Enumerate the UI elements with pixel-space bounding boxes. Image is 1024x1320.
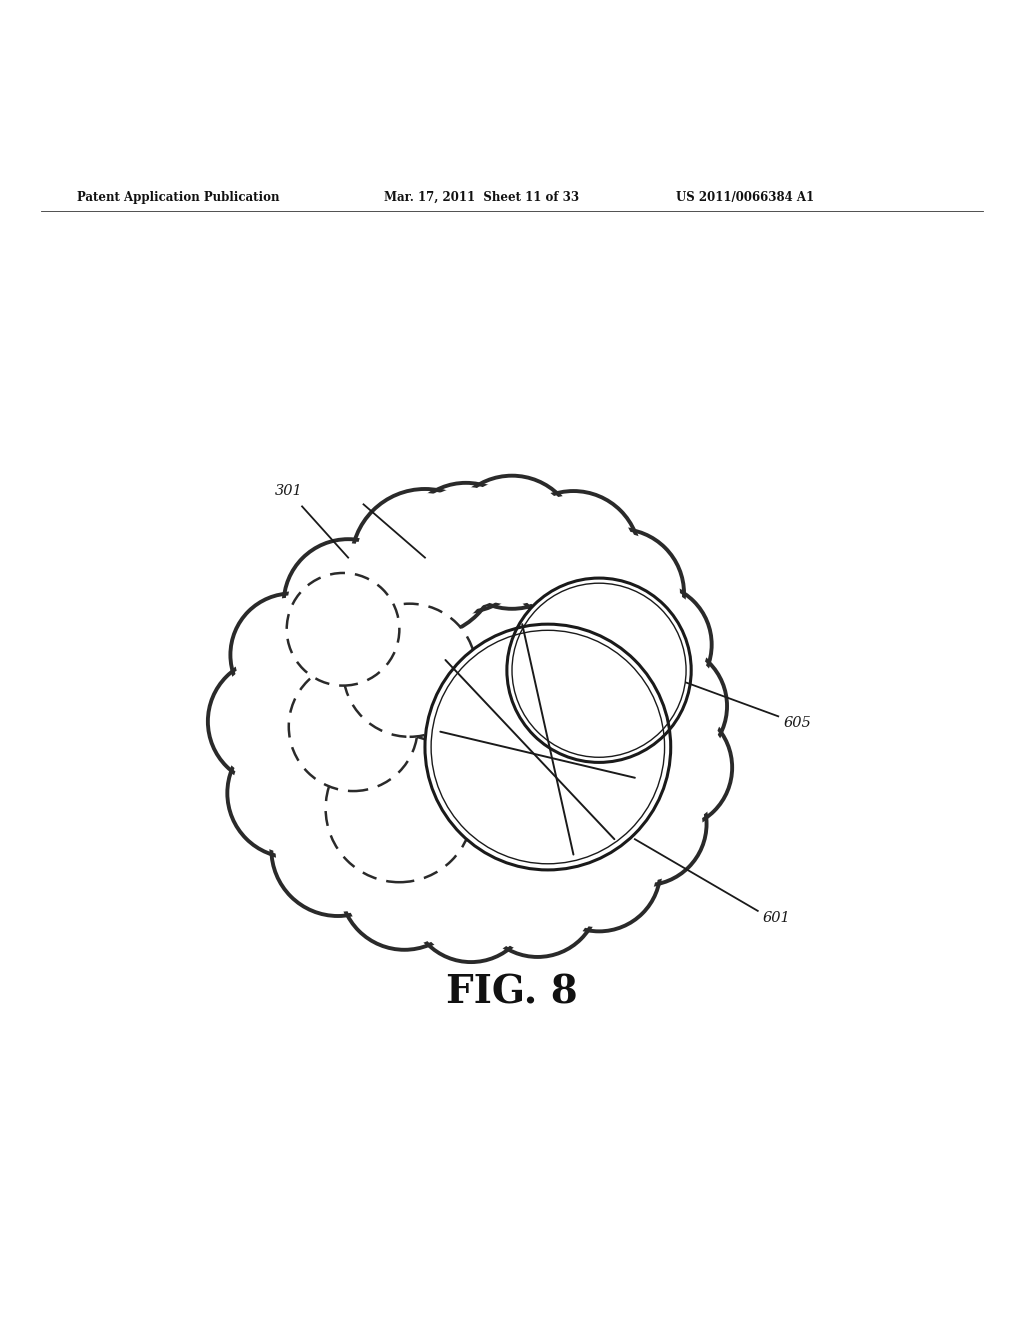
Circle shape bbox=[593, 587, 708, 702]
Circle shape bbox=[511, 495, 636, 620]
Text: FIG. 8: FIG. 8 bbox=[446, 974, 578, 1012]
Circle shape bbox=[208, 657, 335, 785]
Circle shape bbox=[344, 825, 465, 945]
Circle shape bbox=[326, 735, 473, 882]
Circle shape bbox=[480, 838, 595, 953]
Circle shape bbox=[287, 573, 399, 685]
Text: Mar. 17, 2011  Sheet 11 of 33: Mar. 17, 2011 Sheet 11 of 33 bbox=[384, 190, 580, 203]
Circle shape bbox=[507, 491, 640, 624]
Circle shape bbox=[351, 488, 499, 636]
Circle shape bbox=[212, 663, 331, 781]
Circle shape bbox=[406, 487, 526, 607]
Circle shape bbox=[271, 783, 404, 916]
Text: 605: 605 bbox=[783, 717, 811, 730]
Circle shape bbox=[289, 663, 418, 791]
Circle shape bbox=[227, 729, 356, 858]
Text: Patent Application Publication: Patent Application Publication bbox=[77, 190, 280, 203]
Circle shape bbox=[584, 763, 707, 886]
Circle shape bbox=[559, 533, 680, 653]
Circle shape bbox=[476, 834, 599, 957]
Circle shape bbox=[414, 843, 528, 958]
Circle shape bbox=[234, 598, 349, 713]
Circle shape bbox=[343, 603, 476, 737]
Circle shape bbox=[604, 644, 727, 767]
Circle shape bbox=[231, 733, 352, 854]
Circle shape bbox=[230, 594, 353, 717]
Circle shape bbox=[608, 648, 723, 763]
Circle shape bbox=[588, 767, 702, 882]
Circle shape bbox=[401, 483, 530, 612]
Circle shape bbox=[340, 821, 469, 950]
Circle shape bbox=[589, 583, 712, 706]
Circle shape bbox=[555, 529, 684, 657]
Circle shape bbox=[538, 808, 660, 932]
Circle shape bbox=[542, 813, 656, 927]
Circle shape bbox=[425, 624, 671, 870]
Circle shape bbox=[410, 840, 532, 962]
Circle shape bbox=[284, 539, 413, 668]
Text: 601: 601 bbox=[763, 911, 791, 925]
Circle shape bbox=[613, 710, 728, 825]
Text: 301: 301 bbox=[274, 484, 302, 498]
Circle shape bbox=[288, 544, 409, 664]
Circle shape bbox=[450, 479, 574, 605]
Circle shape bbox=[507, 578, 691, 763]
Circle shape bbox=[355, 494, 495, 632]
Circle shape bbox=[275, 787, 400, 912]
Text: US 2011/0066384 A1: US 2011/0066384 A1 bbox=[676, 190, 814, 203]
Circle shape bbox=[445, 475, 579, 609]
Circle shape bbox=[609, 706, 732, 829]
